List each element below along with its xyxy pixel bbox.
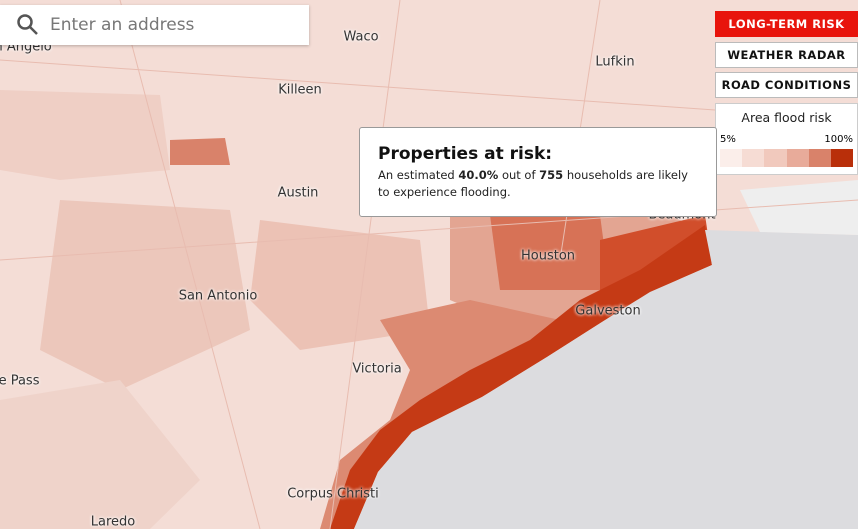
legend-swatch	[742, 149, 765, 167]
legend: Area flood risk 5% 100%	[715, 103, 858, 175]
legend-swatch	[830, 149, 854, 167]
search-placeholder: Enter an address	[50, 15, 195, 35]
long-term-risk-button[interactable]: LONG-TERM RISK	[715, 11, 858, 37]
percent: 40.0%	[458, 168, 499, 182]
place-label: San Antonio	[178, 288, 258, 304]
place-label: Lufkin	[595, 54, 635, 70]
text: An estimated	[378, 168, 455, 182]
place-label: Killeen	[278, 82, 322, 98]
legend-title: Area flood risk	[741, 110, 832, 125]
weather-radar-button[interactable]: WEATHER RADAR	[715, 42, 858, 68]
region	[170, 138, 230, 165]
place-label: Victoria	[352, 361, 402, 377]
legend-swatch	[808, 149, 831, 167]
search-box[interactable]: Enter an address	[0, 5, 309, 45]
place-label: Waco	[343, 29, 379, 45]
search-icon	[17, 14, 38, 35]
tooltip: Properties at risk: An estimated 40.0% o…	[359, 127, 717, 217]
place-label: Austin	[277, 185, 319, 201]
houston-area	[490, 215, 610, 290]
tooltip-title: Properties at risk:	[378, 144, 553, 164]
region	[0, 380, 200, 529]
legend-swatches	[720, 149, 854, 167]
legend-min: 5%	[720, 134, 736, 145]
gulf	[354, 230, 858, 529]
tooltip-text: An estimated 40.0% out of 755 households…	[378, 167, 698, 201]
place-label: Corpus Christi	[287, 486, 379, 502]
legend-max: 100%	[824, 134, 853, 145]
text: households are likely to experience floo…	[378, 168, 688, 199]
region	[0, 90, 170, 180]
region	[250, 220, 430, 350]
region	[40, 200, 250, 390]
households: 755	[539, 168, 564, 182]
coast-risk	[330, 225, 712, 529]
road-conditions-button[interactable]: ROAD CONDITIONS	[715, 72, 858, 98]
text: out of	[501, 168, 536, 182]
place-label: Laredo	[90, 514, 136, 530]
legend-swatch	[786, 149, 809, 167]
place-label: Houston	[520, 248, 576, 264]
place-label: Eagle Pass	[0, 373, 40, 389]
legend-swatch	[764, 149, 787, 167]
land-louisiana	[740, 180, 858, 235]
place-label: Galveston	[575, 303, 641, 319]
legend-swatch	[720, 149, 743, 167]
